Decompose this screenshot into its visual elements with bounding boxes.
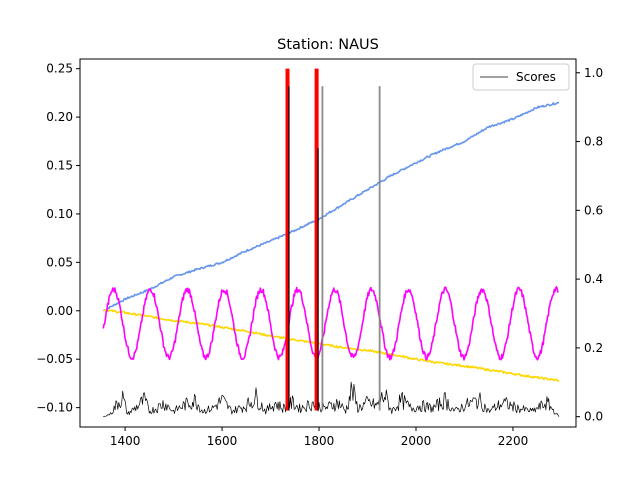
series-line-3 xyxy=(103,381,560,418)
plot-area xyxy=(102,68,560,418)
legend: Scores xyxy=(472,63,570,91)
y-tick-label: −0.10 xyxy=(36,401,73,415)
x-tick-label: 1400 xyxy=(110,434,141,448)
x-tick-label: 2000 xyxy=(401,434,432,448)
axes: 1400 1600 1800 2000 2200 −0.10 −0.05 0.00 0.05 0.… xyxy=(36,58,603,448)
y-tick-label: 0.15 xyxy=(46,159,73,173)
x-tick-label: 1600 xyxy=(207,434,238,448)
legend-frame xyxy=(472,63,570,91)
y-tick-label: 0.20 xyxy=(46,110,73,124)
y-tick-label: 0.25 xyxy=(46,62,73,76)
y-tick-label: −0.05 xyxy=(36,352,73,366)
y2-tick-label: 0.6 xyxy=(584,203,603,217)
series-line-0 xyxy=(102,101,559,312)
axes-frame xyxy=(79,58,577,428)
series-line-2 xyxy=(102,286,559,361)
y2-tick-label: 0.8 xyxy=(584,135,603,149)
y2-tick-label: 0.0 xyxy=(584,410,603,424)
y-tick-label: 0.10 xyxy=(46,207,73,221)
y-tick-label: 0.05 xyxy=(46,255,73,269)
x-tick-label: 2200 xyxy=(498,434,529,448)
y2-tick-label: 0.4 xyxy=(584,272,603,286)
y2-tick-label: 1.0 xyxy=(584,66,603,80)
y2-tick-label: 0.2 xyxy=(584,341,603,355)
chart-title: Station: NAUS xyxy=(277,37,379,53)
x-tick-label: 1800 xyxy=(304,434,335,448)
legend-scores-label: Scores xyxy=(516,70,556,84)
y-tick-label: 0.00 xyxy=(46,304,73,318)
